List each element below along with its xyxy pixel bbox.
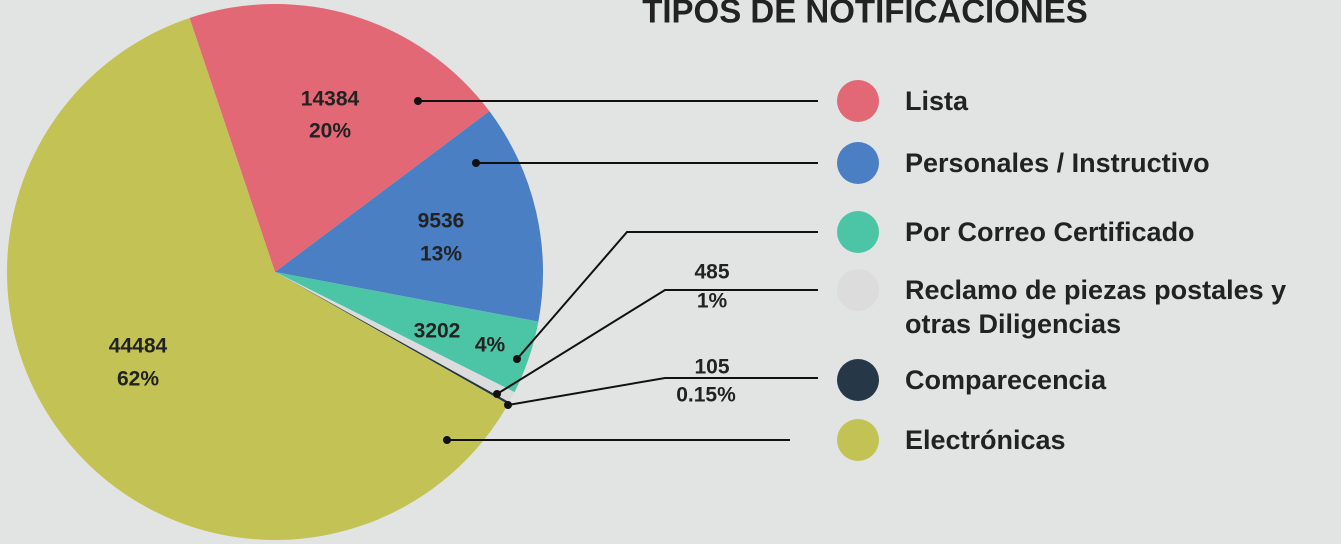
legend-label: Reclamo de piezas postales y otras Dilig… <box>905 275 1287 339</box>
value-label: 44484 <box>109 335 168 358</box>
pie-slice <box>275 272 510 405</box>
leader-dot <box>513 355 521 363</box>
legend-swatch <box>837 419 879 461</box>
value-label: 3202 <box>414 320 461 343</box>
value-label: 14384 <box>301 88 360 111</box>
value-label: 105 <box>694 356 729 379</box>
value-label: 485 <box>694 261 729 284</box>
percent-label: 13% <box>420 243 462 266</box>
percent-label: 0.15% <box>676 384 736 407</box>
pie-slice <box>6 17 509 540</box>
leader-dot <box>472 159 480 167</box>
legend-swatch <box>837 211 879 253</box>
legend-label: Por Correo Certificado <box>905 217 1195 247</box>
leader-dot <box>414 97 422 105</box>
leader-line <box>507 377 818 406</box>
legend-label: Electrónicas <box>905 425 1066 455</box>
leader-line <box>516 231 818 360</box>
percent-label: 62% <box>117 368 159 391</box>
leader-dot <box>443 436 451 444</box>
leader-dot <box>504 401 512 409</box>
legend-swatch <box>837 359 879 401</box>
legend-label: Comparecencia <box>905 365 1107 395</box>
value-label: 9536 <box>418 210 465 233</box>
legend-swatch <box>837 269 879 311</box>
pie-slice <box>275 272 515 403</box>
chart-title: TIPOS DE NOTIFICACIONES <box>642 0 1088 30</box>
legend-label: Lista <box>905 86 969 116</box>
pie-slice <box>189 3 490 272</box>
pie-slice <box>275 272 539 393</box>
percent-label: 20% <box>309 120 351 143</box>
percent-label: 4% <box>475 334 506 357</box>
legend-label: Personales / Instructivo <box>905 148 1210 178</box>
legend-swatch <box>837 80 879 122</box>
leader-line <box>496 289 818 395</box>
leader-dot <box>493 390 501 398</box>
legend-swatch <box>837 142 879 184</box>
percent-label: 1% <box>697 290 728 313</box>
